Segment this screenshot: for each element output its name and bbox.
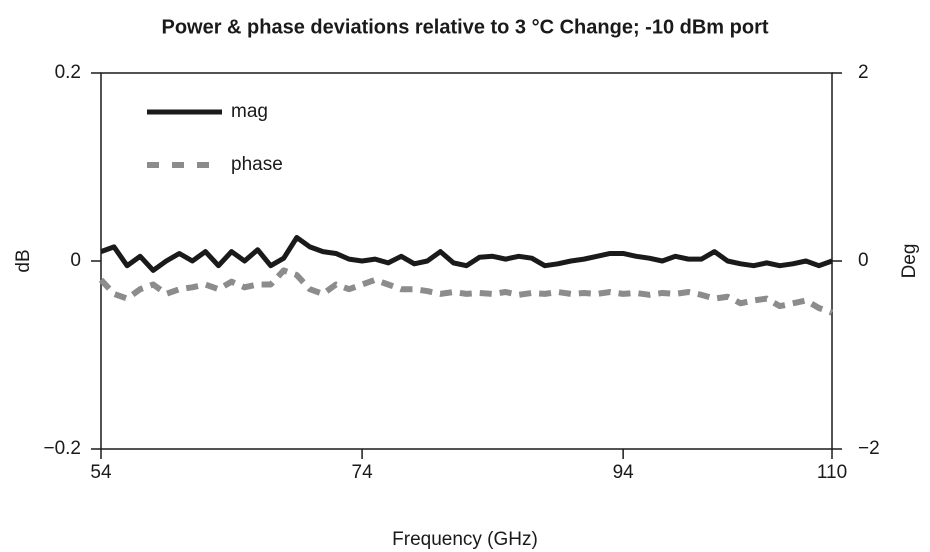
legend-label: mag [231, 101, 268, 122]
y-tick-label: 0.2 [55, 62, 81, 83]
series-line [100, 235, 833, 273]
x-tick-label: 94 [613, 462, 635, 483]
y2-tick-label: 0 [858, 250, 869, 271]
y-tick-label: 0 [70, 250, 81, 271]
legend-label: phase [231, 154, 283, 175]
y-tick-label: −0.2 [43, 438, 81, 459]
chart-title: Power & phase deviations relative to 3 °… [161, 16, 768, 38]
y2-tick-label: 2 [858, 62, 869, 83]
plot-frame [100, 72, 833, 450]
y-axis-label: dB [13, 249, 34, 272]
x-tick-label: 74 [352, 462, 374, 483]
x-tick-label: 110 [817, 462, 847, 483]
x-tick-label: 54 [90, 462, 112, 483]
x-axis-label: Frequency (GHz) [392, 529, 538, 550]
series-line [98, 267, 834, 316]
y2-axis-label: Deg [899, 244, 920, 279]
y2-tick-label: −2 [858, 438, 880, 459]
